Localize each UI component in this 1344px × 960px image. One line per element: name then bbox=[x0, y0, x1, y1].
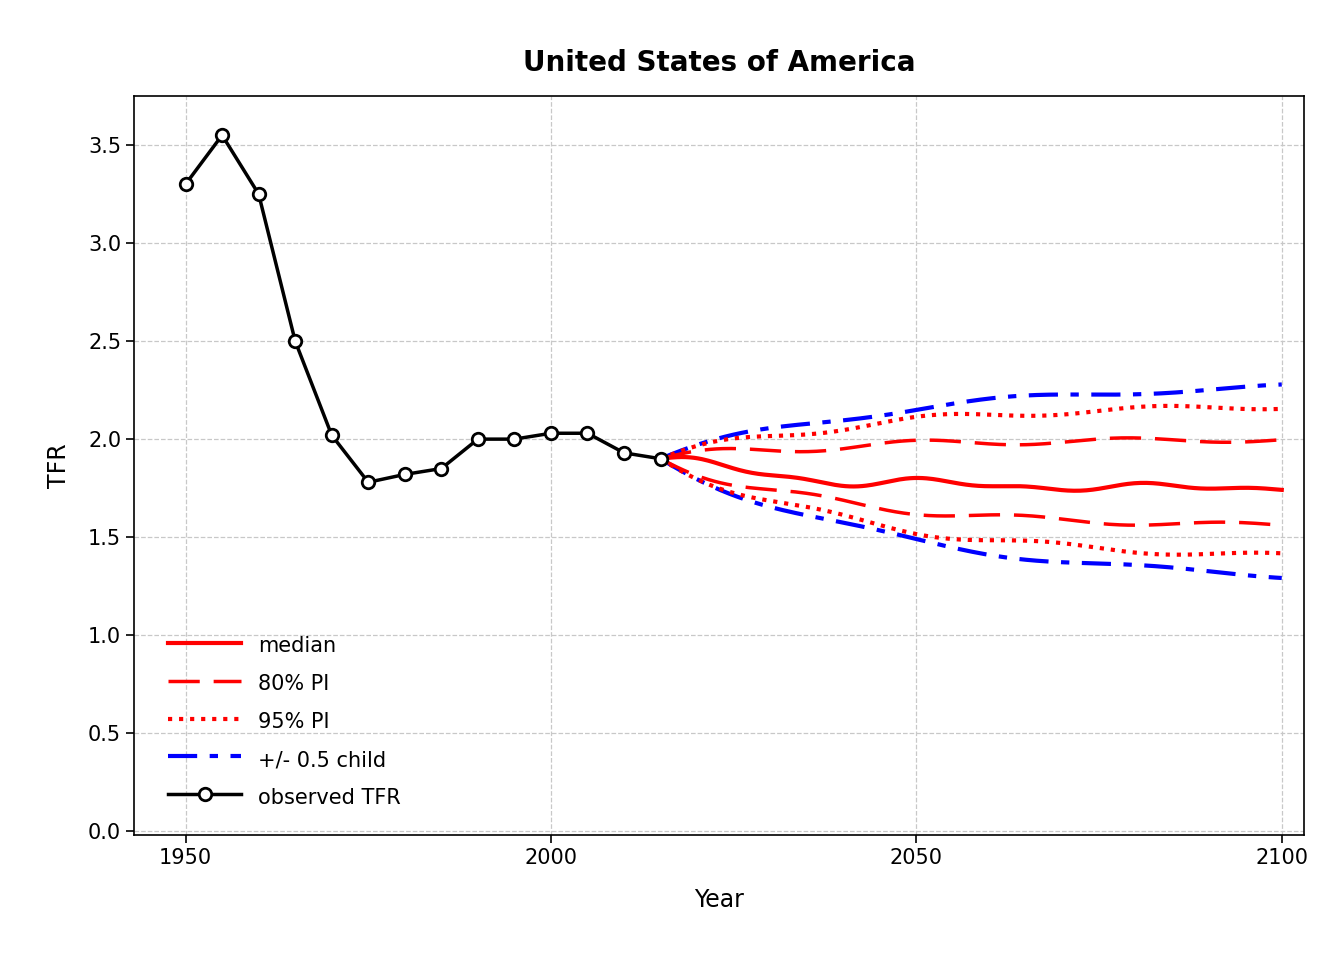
Title: United States of America: United States of America bbox=[523, 49, 915, 77]
Y-axis label: TFR: TFR bbox=[47, 444, 71, 488]
Legend: median, 80% PI, 95% PI, +/- 0.5 child, observed TFR: median, 80% PI, 95% PI, +/- 0.5 child, o… bbox=[168, 633, 401, 810]
X-axis label: Year: Year bbox=[694, 888, 745, 912]
